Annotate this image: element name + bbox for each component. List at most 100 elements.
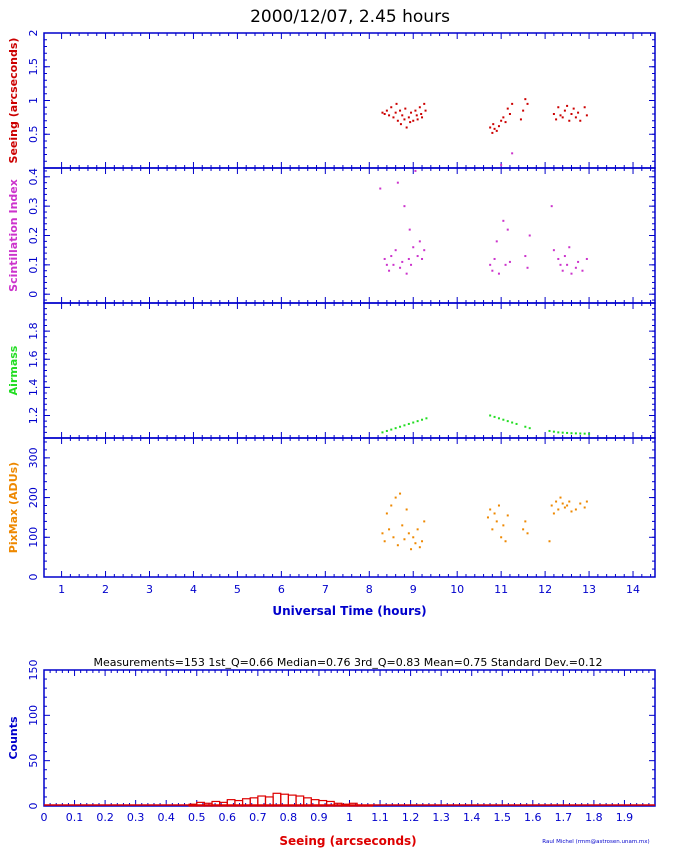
- seeing-point: [489, 126, 492, 129]
- pixmax-point: [401, 524, 404, 527]
- y-tick-label: 1.5: [27, 58, 40, 76]
- airmass-point: [381, 431, 384, 434]
- pixmax-point: [493, 512, 496, 515]
- pixmax-point: [574, 508, 577, 511]
- x-axis-label: Universal Time (hours): [272, 604, 426, 618]
- hist-x-tick-label: 1.6: [524, 811, 542, 824]
- seeing-point: [399, 123, 402, 126]
- scintillation-point: [500, 164, 503, 167]
- scintillation-point: [495, 240, 498, 243]
- pixmax-y-label: PixMax (ADUs): [7, 462, 20, 553]
- scintillation-point: [489, 263, 492, 266]
- pixmax-point: [504, 540, 507, 543]
- scintillation-point: [392, 263, 395, 266]
- seeing-y-label: Seeing (arcseconds): [7, 38, 20, 164]
- scintillation-point: [577, 260, 580, 263]
- hist-x-tick-label: 0.5: [188, 811, 206, 824]
- scintillation-point: [574, 266, 577, 269]
- x-tick-label: 7: [322, 583, 329, 596]
- airmass-point: [407, 422, 410, 425]
- hist-x-tick-label: 1.9: [616, 811, 634, 824]
- scintillation-point: [506, 228, 509, 231]
- scintillation-point: [557, 257, 560, 260]
- airmass-point: [566, 431, 569, 434]
- seeing-point: [563, 109, 566, 112]
- hist-x-tick-label: 1.8: [585, 811, 603, 824]
- pixmax-point: [390, 504, 393, 507]
- airmass-point: [579, 432, 582, 435]
- scintillation-point: [421, 257, 424, 260]
- airmass-point: [570, 432, 573, 435]
- scintillation-point: [550, 205, 553, 208]
- scintillation-point: [570, 272, 573, 275]
- hist-y-tick-label: 0: [27, 803, 40, 810]
- hist-x-tick-label: 0.8: [280, 811, 298, 824]
- y-tick-label: 1.6: [27, 351, 40, 369]
- seeing-point: [502, 116, 505, 119]
- scintillation-point: [396, 181, 399, 184]
- seeing-point: [524, 98, 527, 101]
- hist-x-tick-label: 0.3: [127, 811, 145, 824]
- histogram-statistics: Measurements=153 1st_Q=0.66 Median=0.76 …: [93, 656, 602, 669]
- scintillation-point: [497, 272, 500, 275]
- pixmax-point: [570, 510, 573, 513]
- time-series-panels: 0.5 1 1.5 2 Seeing (arcseconds) 0 0.1 0.2 0.3 0.4…: [7, 30, 656, 618]
- seeing-point: [555, 118, 558, 121]
- scintillation-point: [563, 255, 566, 258]
- seeing-point: [559, 114, 562, 117]
- scintillation-point: [390, 255, 393, 258]
- seeing-panel: 0.5 1 1.5 2 Seeing (arcseconds): [7, 30, 656, 169]
- y-tick-label: 0.1: [27, 256, 40, 274]
- hist-x-label: Seeing (arcseconds): [279, 834, 416, 848]
- pixmax-point: [421, 540, 424, 543]
- pixmax-point: [418, 546, 421, 549]
- x-tick-label: 4: [190, 583, 197, 596]
- pixmax-point: [550, 504, 553, 507]
- seeing-point: [415, 114, 418, 117]
- scintillation-point: [383, 257, 386, 260]
- x-tick-label: 9: [410, 583, 417, 596]
- seeing-point: [574, 116, 577, 119]
- hist-y-tick-label: 100: [27, 705, 40, 726]
- seeing-point: [404, 107, 407, 110]
- scintillation-point: [394, 249, 397, 252]
- seeing-point: [405, 126, 408, 129]
- airmass-point: [511, 421, 514, 424]
- seeing-point: [410, 111, 413, 114]
- seeing-point: [519, 118, 522, 121]
- pixmax-point: [405, 508, 408, 511]
- scintillation-point: [399, 266, 402, 269]
- hist-x-tick-label: 1.1: [371, 811, 389, 824]
- pixmax-point: [557, 508, 560, 511]
- pixmax-point: [381, 532, 384, 535]
- pixmax-point: [502, 524, 505, 527]
- hist-x-tick-label: 0.4: [157, 811, 175, 824]
- airmass-point: [583, 432, 586, 435]
- scintillation-point: [526, 266, 529, 269]
- scintillation-point: [401, 260, 404, 263]
- pixmax-point: [392, 536, 395, 539]
- airmass-point: [425, 417, 428, 420]
- seeing-point: [390, 106, 393, 109]
- hist-x-tick-label: 1.5: [494, 811, 512, 824]
- pixmax-point: [548, 540, 551, 543]
- credit-text: Raul Michel (rmm@astrosen.unam.mx): [542, 839, 649, 845]
- seeing-point: [395, 102, 398, 105]
- hist-x-tick-label: 1.2: [402, 811, 420, 824]
- scintillation-point: [414, 169, 417, 172]
- y-tick-label: 1.8: [27, 322, 40, 340]
- seeing-point: [412, 119, 415, 122]
- seeing-point: [500, 119, 503, 122]
- scintillation-point: [379, 187, 382, 190]
- scintillation-frame: [43, 167, 656, 304]
- y-tick-label: 1: [27, 97, 40, 104]
- y-tick-label: 300: [27, 447, 40, 468]
- x-tick-label: 13: [582, 583, 596, 596]
- pixmax-point: [416, 528, 419, 531]
- y-tick-label: 0.3: [27, 197, 40, 215]
- pixmax-point: [497, 504, 500, 507]
- scintillation-point: [403, 205, 406, 208]
- y-tick-label: 100: [27, 527, 40, 548]
- airmass-point: [528, 427, 531, 430]
